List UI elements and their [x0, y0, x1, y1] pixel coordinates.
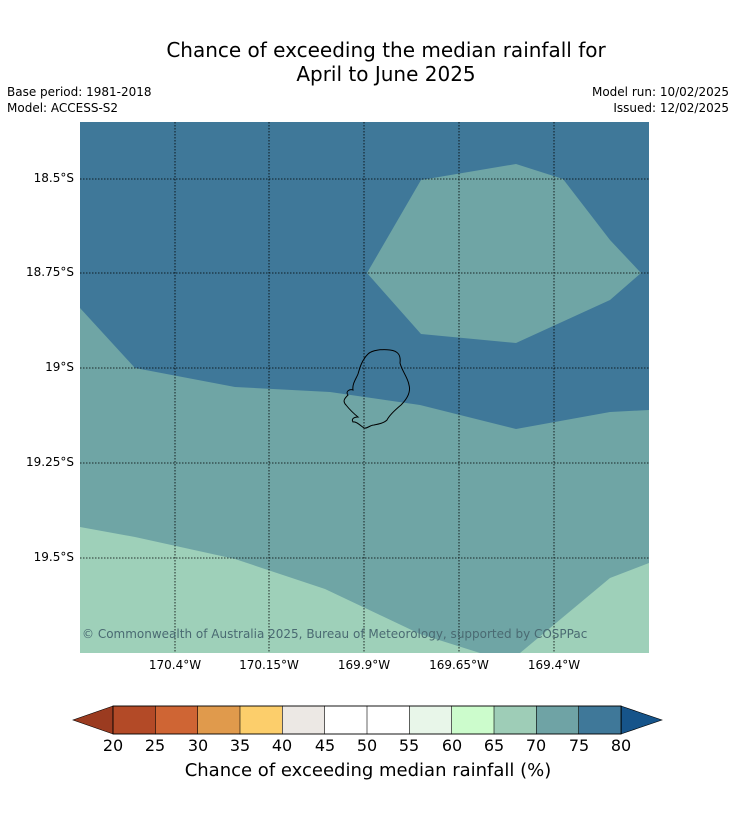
meta-right: Model run: 10/02/2025 Issued: 12/02/2025 — [592, 84, 729, 116]
colorbar-swatch — [493, 705, 537, 735]
region-70-75-northeast — [367, 164, 641, 343]
colorbar-tick: 25 — [144, 736, 166, 755]
colorbar-over-arrow — [620, 705, 663, 735]
lat-label: 19.5°S — [33, 550, 74, 564]
colorbar-swatch — [324, 705, 368, 735]
colorbar-swatch — [112, 705, 156, 735]
colorbar-under-arrow — [72, 705, 114, 735]
model-run-text: Model run: 10/02/2025 — [591, 85, 729, 99]
map-panel[interactable]: © Commonwealth of Australia 2025, Bureau… — [80, 122, 649, 653]
base-period-text: Base period: 1981-2018 — [7, 85, 152, 99]
colorbar-swatch — [197, 705, 241, 735]
colorbar-tick: 55 — [398, 736, 420, 755]
region-65-70 — [80, 527, 480, 653]
lon-label: 169.65°W — [429, 658, 489, 672]
lon-label: 170.15°W — [239, 658, 299, 672]
colorbar-tick: 60 — [441, 736, 463, 755]
lat-label: 18.5°S — [33, 171, 74, 185]
colorbar-tick: 80 — [610, 736, 632, 755]
map-svg — [80, 122, 649, 653]
lon-label: 169.9°W — [337, 658, 391, 672]
lon-label: 169.4°W — [527, 658, 581, 672]
colorbar-swatch — [239, 705, 283, 735]
colorbar-swatch — [578, 705, 622, 735]
colorbar-swatch — [409, 705, 453, 735]
colorbar-tick: 20 — [102, 736, 124, 755]
colorbar-swatch — [155, 705, 199, 735]
colorbar-tick: 70 — [525, 736, 547, 755]
graticule — [80, 122, 649, 653]
colorbar-swatch — [451, 705, 495, 735]
lat-label: 19°S — [45, 360, 74, 374]
colorbar-tick: 40 — [271, 736, 293, 755]
model-text: Model: ACCESS-S2 — [7, 101, 119, 115]
colorbar-frame — [112, 705, 622, 735]
title-line-1: Chance of exceeding the median rainfall … — [166, 38, 606, 62]
colorbar-tick: 45 — [314, 736, 336, 755]
lat-label: 18.75°S — [26, 265, 74, 279]
colorbar-swatches — [112, 705, 622, 735]
meta-left: Base period: 1981-2018 Model: ACCESS-S2 — [7, 84, 152, 116]
colorbar-tick: 35 — [229, 736, 251, 755]
copyright-text: © Commonwealth of Australia 2025, Bureau… — [82, 627, 588, 641]
title-line-2: April to June 2025 — [296, 62, 476, 86]
colorbar-swatch — [282, 705, 326, 735]
colorbar-label: Chance of exceeding median rainfall (%) — [184, 760, 552, 781]
colorbar-tick: 30 — [187, 736, 209, 755]
colorbar — [72, 705, 663, 735]
region-65-70-east — [520, 563, 649, 653]
lon-label: 170.4°W — [148, 658, 202, 672]
issued-text: Issued: 12/02/2025 — [613, 101, 729, 115]
colorbar-swatch — [536, 705, 580, 735]
colorbar-tick: 50 — [356, 736, 378, 755]
colorbar-swatch — [366, 705, 410, 735]
colorbar-tick: 75 — [568, 736, 590, 755]
lat-label: 19.25°S — [26, 455, 74, 469]
colorbar-tick: 65 — [483, 736, 505, 755]
chart-title: Chance of exceeding the median rainfall … — [0, 38, 736, 86]
niue-coastline — [343, 349, 410, 429]
